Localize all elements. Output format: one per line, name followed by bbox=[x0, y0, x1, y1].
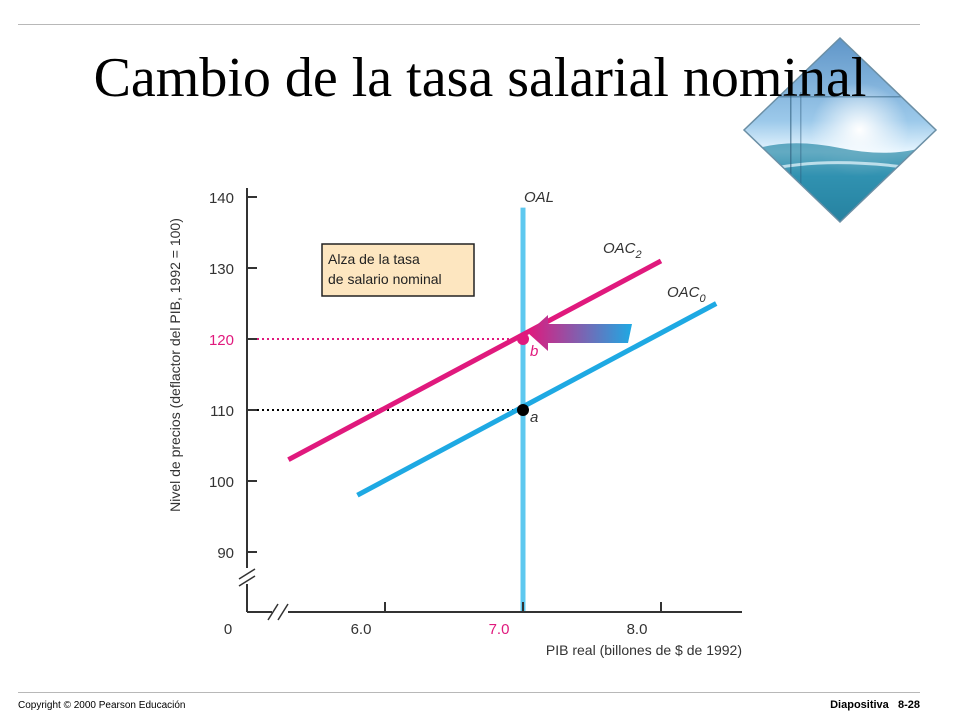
series-label-subscript: 0 bbox=[700, 293, 707, 305]
y-tick-label-140: 140 bbox=[209, 190, 234, 207]
y-axis-break-mark bbox=[238, 575, 256, 587]
x-tick-label-8.0: 8.0 bbox=[627, 621, 648, 638]
y-tick-label-120: 120 bbox=[209, 332, 234, 349]
y-tick-label-110: 110 bbox=[210, 403, 234, 420]
price-level-chart: 90 100 110 120 130 140 6.0 7.0 8.0 0 PIB real (bil… bbox=[167, 188, 742, 658]
series-line-oac0 bbox=[356, 301, 718, 498]
y-tick-label-90: 90 bbox=[217, 545, 234, 562]
point-label-a: a bbox=[530, 409, 538, 426]
copyright-text: Copyright © 2000 Pearson Educación bbox=[18, 700, 186, 711]
slide-title: Cambio de la tasa salarial nominal bbox=[93, 47, 867, 109]
point-a bbox=[517, 404, 529, 416]
points-group bbox=[517, 333, 529, 416]
slide-label: Diapositiva bbox=[830, 699, 889, 711]
point-b bbox=[517, 333, 529, 345]
labels-group: 90 100 110 120 130 140 6.0 7.0 8.0 0 PIB real (bil… bbox=[167, 189, 742, 658]
y-tick-label-130: 130 bbox=[209, 261, 234, 278]
guide-lines-group bbox=[247, 338, 523, 411]
y-axis-title: Nivel de precios (deflactor del PIB, 199… bbox=[167, 218, 183, 512]
shift-arrow-icon bbox=[528, 315, 632, 351]
slide-number: Diapositiva 8-28 bbox=[740, 699, 920, 711]
bottom-rule bbox=[18, 692, 920, 693]
top-rule bbox=[18, 24, 920, 25]
series-label-name: OAC bbox=[667, 284, 700, 301]
x-axis-break-mark bbox=[267, 603, 279, 621]
series-label-oac0: OAC0 bbox=[667, 284, 707, 305]
x-tick-label-7.0: 7.0 bbox=[489, 621, 510, 638]
series-line-oac2 bbox=[287, 258, 663, 462]
beach-logo-icon bbox=[742, 36, 938, 224]
y-axis-break-mark bbox=[238, 568, 256, 580]
y-tick-label-100: 100 bbox=[209, 474, 234, 491]
callout-line: de salario nominal bbox=[328, 271, 442, 287]
series-label-subscript: 2 bbox=[635, 249, 642, 261]
x-tick-label-6.0: 6.0 bbox=[351, 621, 372, 638]
origin-label: 0 bbox=[224, 621, 232, 638]
point-label-b: b bbox=[530, 343, 538, 360]
x-axis-break-mark bbox=[277, 603, 289, 621]
series-label-oac2: OAC2 bbox=[603, 240, 642, 261]
oal-label: OAL bbox=[524, 189, 554, 206]
x-axis-title: PIB real (billones de $ de 1992) bbox=[546, 642, 742, 658]
callout-box bbox=[321, 243, 475, 297]
series-label-name: OAC bbox=[603, 240, 636, 257]
callout-line: Alza de la tasa bbox=[328, 251, 420, 267]
slide-number-value: 8-28 bbox=[897, 699, 920, 711]
axes-group bbox=[238, 188, 742, 621]
